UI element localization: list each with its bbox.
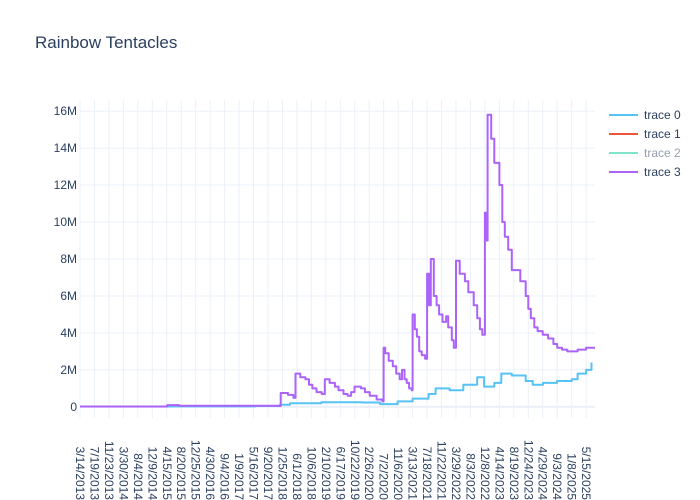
y-tick-label: 4M (60, 326, 77, 340)
x-tick-label: 8/20/2015 (174, 447, 188, 500)
x-tick-label: 1/8/2025 (565, 453, 579, 500)
legend-label: trace 1 (644, 127, 681, 141)
series-layer (80, 113, 595, 408)
x-tick-label: 7/2/2020 (377, 453, 391, 500)
x-tick-label: 10/22/2019 (348, 440, 362, 500)
x-tick-label: 2/10/2019 (319, 447, 333, 500)
y-tick-label: 0 (70, 400, 77, 414)
y-tick-label: 8M (60, 252, 77, 266)
y-tick-label: 2M (60, 363, 77, 377)
y-tick-label: 12M (54, 178, 77, 192)
x-tick-label: 3/30/2014 (116, 447, 130, 500)
grid-layer (79, 100, 595, 418)
x-tick-label: 2/26/2020 (362, 447, 376, 500)
legend-label: trace 0 (644, 108, 681, 122)
x-tick-label: 5/16/2017 (247, 447, 261, 500)
x-tick-label: 11/22/2021 (435, 441, 449, 500)
x-tick-label: 11/23/2013 (102, 441, 116, 500)
x-tick-label: 11/6/2020 (391, 448, 405, 500)
x-tick-label: 1/25/2018 (275, 447, 289, 500)
x-tick-label: 9/3/2024 (550, 453, 564, 500)
x-tick-label: 4/29/2024 (536, 447, 550, 500)
y-tick-label: 6M (60, 289, 77, 303)
x-tick-label: 6/17/2019 (333, 447, 347, 500)
series-line-trace-0[interactable] (80, 362, 593, 408)
y-tick-label: 10M (54, 215, 77, 229)
x-tick-label: 3/14/2013 (73, 447, 87, 500)
legend-item-trace-0[interactable]: trace 0 (609, 108, 681, 122)
x-tick-label: 5/15/2025 (579, 447, 593, 500)
x-tick-label: 7/19/2013 (87, 447, 101, 500)
x-tick-label: 6/1/2018 (290, 453, 304, 500)
x-tick-label: 9/4/2016 (218, 453, 232, 500)
x-tick-label: 8/4/2014 (131, 453, 145, 500)
x-tick-label: 12/24/2023 (521, 440, 535, 500)
x-tick-label: 12/25/2015 (189, 440, 203, 500)
y-axis-ticks: 0 2M 4M 6M 8M 10M 12M 14M 16M (54, 104, 78, 414)
x-tick-label: 4/30/2016 (203, 447, 217, 500)
x-tick-label: 8/3/2022 (463, 453, 477, 500)
x-tick-label: 3/29/2022 (449, 447, 463, 500)
legend-label: trace 3 (644, 165, 681, 179)
legend-item-trace-3[interactable]: trace 3 (609, 165, 681, 179)
x-tick-label: 4/14/2023 (492, 447, 506, 500)
legend[interactable]: trace 0 trace 1 trace 2 trace 3 (609, 108, 681, 179)
x-tick-label: 7/18/2021 (420, 447, 434, 500)
x-tick-label: 9/20/2017 (261, 447, 275, 500)
legend-item-trace-1[interactable]: trace 1 (609, 127, 681, 141)
legend-item-trace-2[interactable]: trace 2 (609, 146, 681, 160)
legend-label: trace 2 (644, 146, 681, 160)
y-tick-label: 16M (54, 104, 77, 118)
series-line-trace-3[interactable] (80, 113, 595, 408)
x-tick-label: 3/13/2021 (406, 447, 420, 500)
x-tick-label: 12/8/2022 (478, 447, 492, 500)
x-tick-label: 12/9/2014 (145, 447, 159, 500)
x-tick-label: 4/15/2015 (160, 447, 174, 500)
y-tick-label: 14M (54, 141, 77, 155)
x-tick-label: 8/19/2023 (507, 447, 521, 500)
chart-title: Rainbow Tentacles (35, 33, 178, 52)
x-tick-label: 1/9/2017 (232, 453, 246, 500)
x-tick-label: 10/6/2018 (304, 447, 318, 500)
x-axis-ticks: 3/14/2013 7/19/2013 11/23/2013 3/30/2014 8/4… (73, 440, 593, 500)
